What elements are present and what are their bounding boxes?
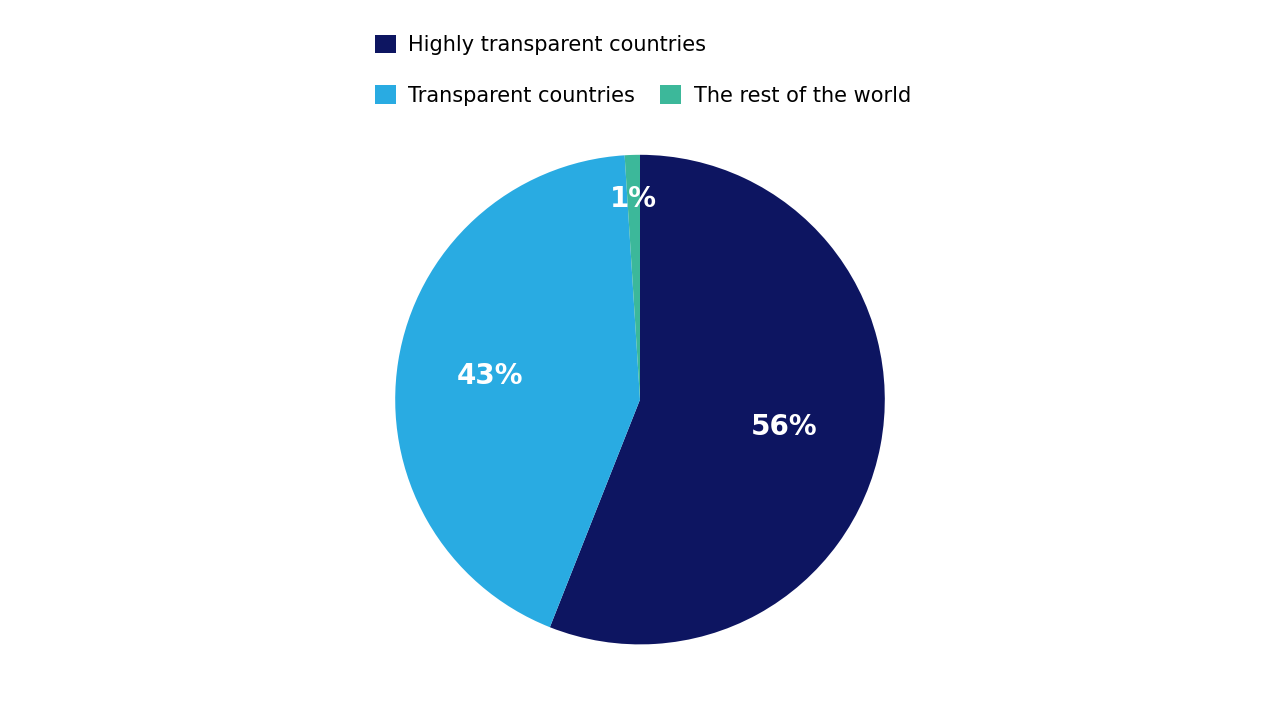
Legend: Transparent countries, The rest of the world: Transparent countries, The rest of the w… [369, 78, 916, 112]
Text: 43%: 43% [457, 362, 524, 390]
Wedge shape [625, 155, 640, 400]
Wedge shape [396, 156, 640, 627]
Legend: Highly transparent countries: Highly transparent countries [369, 28, 713, 61]
Text: 56%: 56% [751, 413, 818, 441]
Text: 1%: 1% [611, 185, 657, 213]
Wedge shape [550, 155, 884, 644]
